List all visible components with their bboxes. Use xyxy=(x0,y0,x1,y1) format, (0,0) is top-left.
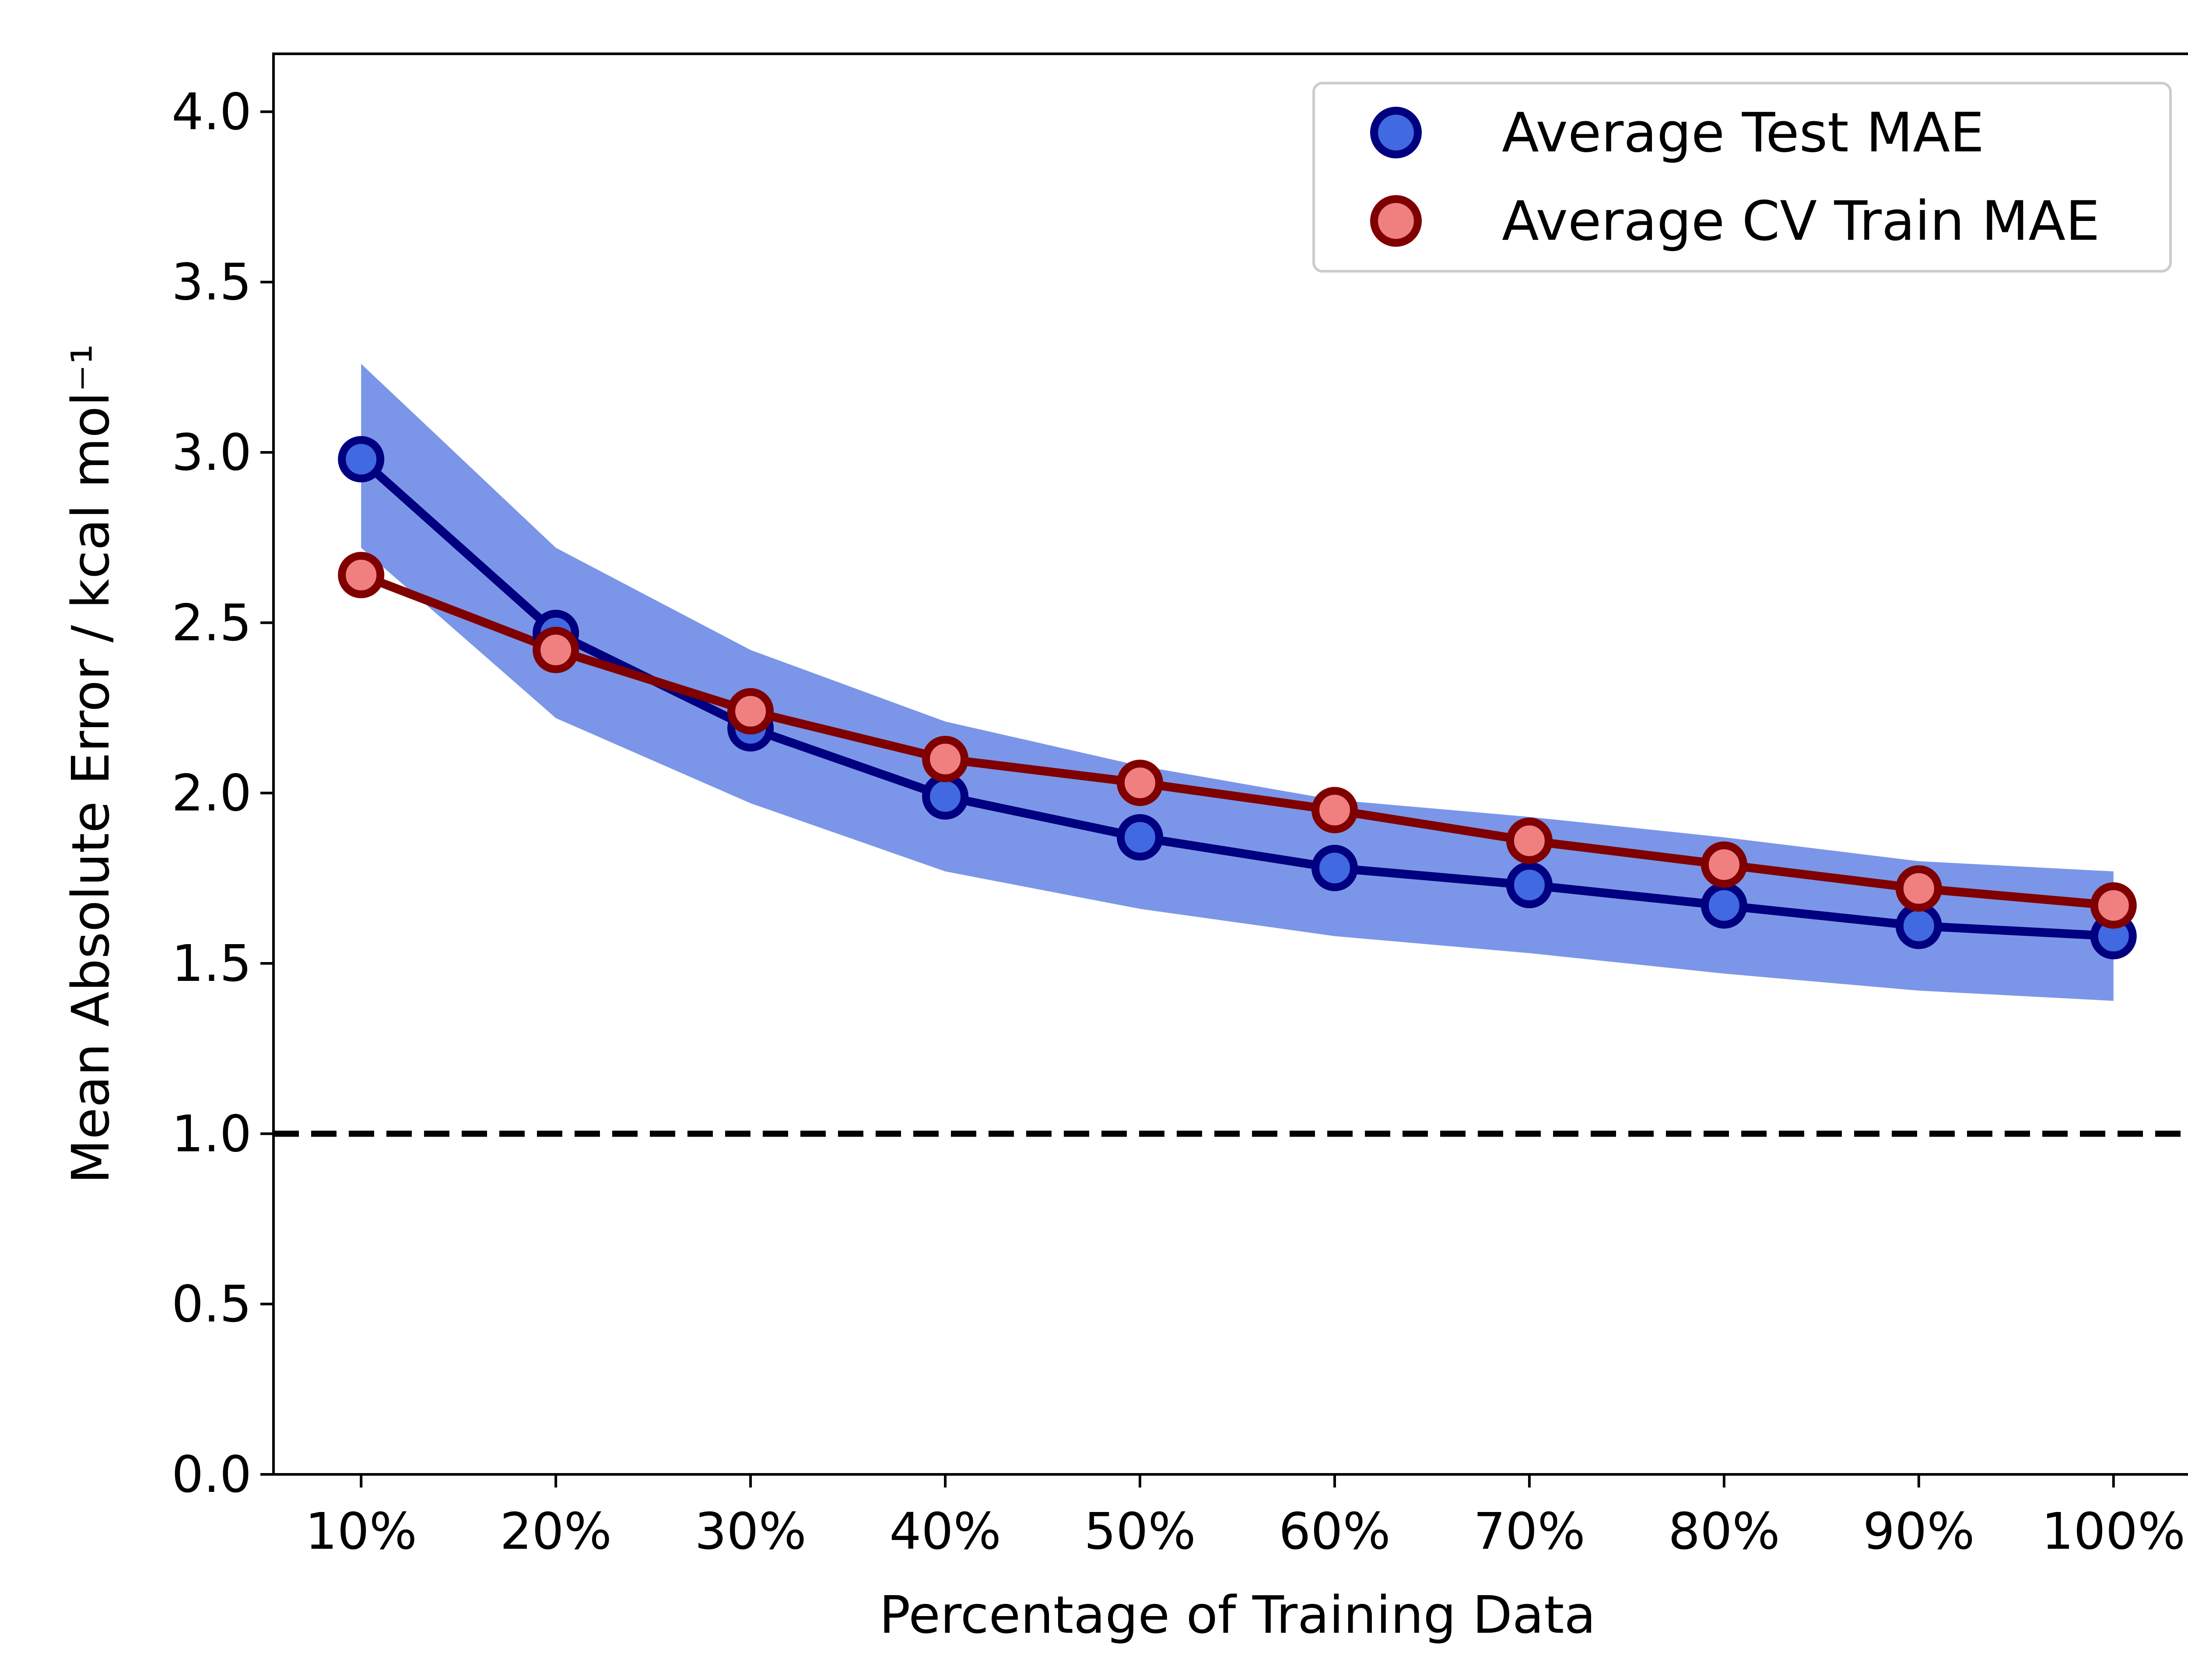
x-tick-label: 90% xyxy=(1863,1502,1975,1561)
data-point-train-9 xyxy=(1895,865,1942,912)
data-point-test-7 xyxy=(1506,861,1553,908)
x-tick-label: 70% xyxy=(1473,1502,1585,1561)
data-point-train-3 xyxy=(727,688,774,735)
data-point-train-2 xyxy=(533,626,579,673)
y-tick-label: 3.5 xyxy=(172,253,252,312)
data-point-test-4 xyxy=(922,773,969,820)
data-point-test-1 xyxy=(338,436,385,483)
x-tick-label: 60% xyxy=(1279,1502,1391,1561)
legend-label-test: Average Test MAE xyxy=(1502,102,1984,164)
data-point-train-1 xyxy=(338,552,385,598)
x-tick-label: 10% xyxy=(305,1502,417,1561)
data-point-train-8 xyxy=(1701,841,1747,888)
axes-ticks: 0.0 0.5 1.0 1.5 2.0 2.5 3.0 3.5 4.0 10% 20% 30% 40% 5… xyxy=(172,83,2185,1561)
y-tick-label: 2.5 xyxy=(172,594,252,652)
legend-frame xyxy=(1312,82,2172,273)
x-tick-label: 80% xyxy=(1668,1502,1780,1561)
test-mae-band xyxy=(361,364,2114,1001)
series-line-train xyxy=(357,570,2118,910)
x-tick-label: 40% xyxy=(889,1502,1001,1561)
data-point-train-4 xyxy=(922,735,969,782)
y-tick-label: 3.0 xyxy=(172,424,252,482)
x-tick-label: 20% xyxy=(500,1502,612,1561)
legend-label-train: Average CV Train MAE xyxy=(1502,190,2100,253)
x-tick-label: 100% xyxy=(2041,1502,2185,1561)
y-tick-label: 0.5 xyxy=(172,1275,252,1334)
data-point-test-6 xyxy=(1311,844,1358,891)
x-axis-title: Percentage of Training Data xyxy=(879,1585,1595,1645)
y-tick-label: 4.0 xyxy=(172,83,252,141)
y-tick-label: 0.0 xyxy=(172,1446,252,1504)
data-point-test-5 xyxy=(1117,814,1164,861)
data-point-test-9 xyxy=(1895,903,1942,949)
legend-marker-train xyxy=(1370,195,1422,247)
legend: Average Test MAE Average CV Train MAE xyxy=(1312,82,2172,273)
x-tick-label: 30% xyxy=(694,1502,806,1561)
y-tick-label: 2.0 xyxy=(172,764,252,823)
data-point-train-6 xyxy=(1311,787,1358,833)
data-point-train-5 xyxy=(1117,760,1164,806)
y-tick-label: 1.0 xyxy=(172,1105,252,1163)
data-point-train-10 xyxy=(2090,882,2137,929)
data-point-train-7 xyxy=(1506,817,1553,864)
y-tick-label: 1.5 xyxy=(172,934,252,993)
x-tick-label: 50% xyxy=(1084,1502,1196,1561)
data-point-test-8 xyxy=(1701,882,1747,929)
legend-marker-test xyxy=(1370,107,1422,158)
plot-frame xyxy=(272,52,2188,1476)
plot-area xyxy=(274,364,2188,1137)
y-axis-title: Mean Absolute Error / kcal mol⁻¹ xyxy=(60,344,121,1184)
